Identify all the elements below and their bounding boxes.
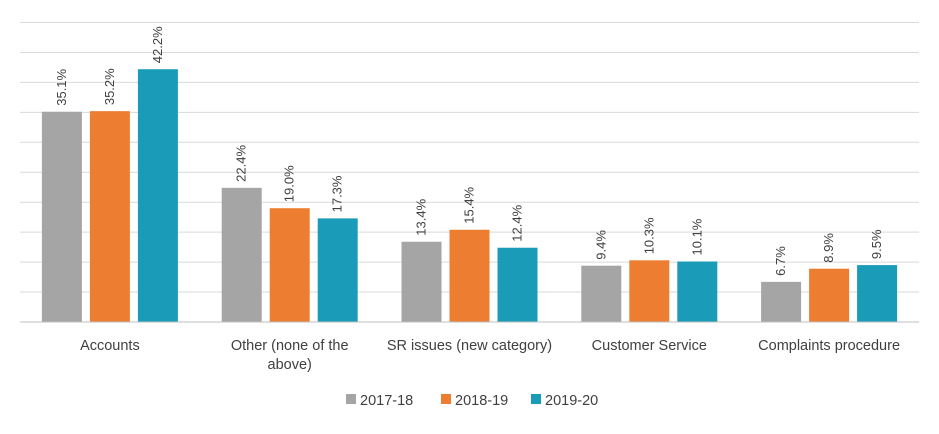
data-label: 6.7%	[773, 246, 788, 276]
category-labels: Accounts Other (none of the above) SR issue…	[80, 338, 900, 373]
data-label: 8.9%	[821, 233, 836, 263]
legend-label: 2017-18	[360, 393, 413, 409]
data-label: 9.4%	[593, 230, 608, 260]
bar-2017-18-0	[41, 111, 82, 322]
bar-2017-18-2	[401, 241, 442, 322]
legend-label: 2018-19	[455, 393, 508, 409]
bars	[41, 69, 898, 322]
bar-2018-19-1	[269, 208, 310, 322]
bar-2017-18-3	[581, 265, 622, 322]
bar-2018-19-2	[449, 229, 490, 322]
category-label: Customer Service	[592, 338, 707, 354]
bar-2019-20-3	[677, 261, 718, 322]
data-label: 12.4%	[510, 204, 525, 241]
data-label: 17.3%	[330, 175, 345, 212]
legend: 2017-18 2018-19 2019-20	[346, 393, 598, 409]
bar-2019-20-4	[857, 265, 898, 322]
bar-2019-20-1	[317, 218, 358, 322]
data-label: 13.4%	[414, 198, 429, 235]
bar-2018-19-4	[809, 268, 850, 322]
bar-2018-19-3	[629, 260, 670, 322]
bar-2018-19-0	[89, 111, 130, 322]
data-label: 35.1%	[54, 68, 69, 105]
data-label: 15.4%	[462, 186, 477, 223]
category-label: SR issues (new category)	[387, 338, 552, 354]
data-labels: 35.1% 35.2% 42.2% 22.4% 19.0% 17.3% 13.4% 15.4%…	[54, 26, 884, 276]
data-label: 10.1%	[689, 218, 704, 255]
bar-2017-18-4	[761, 281, 802, 322]
bar-2019-20-2	[497, 247, 538, 322]
legend-label: 2019-20	[545, 393, 598, 409]
category-label: Accounts	[80, 338, 140, 354]
data-label: 42.2%	[150, 26, 165, 63]
data-label: 22.4%	[234, 145, 249, 182]
data-label: 35.2%	[102, 68, 117, 105]
bar-2017-18-1	[221, 187, 262, 322]
data-label: 10.3%	[641, 217, 656, 254]
legend-swatch	[441, 394, 451, 404]
category-label: Other (none of the above)	[231, 338, 349, 373]
data-label: 19.0%	[282, 165, 297, 202]
data-label: 9.5%	[869, 229, 884, 259]
bar-2019-20-0	[137, 69, 178, 322]
legend-swatch	[346, 394, 356, 404]
category-label: Complaints procedure	[758, 338, 900, 354]
legend-swatch	[531, 394, 541, 404]
